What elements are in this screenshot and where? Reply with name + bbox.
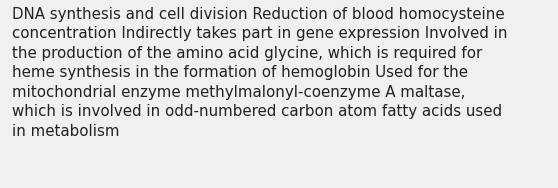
Text: DNA synthesis and cell division Reduction of blood homocysteine
concentration In: DNA synthesis and cell division Reductio…: [12, 7, 508, 139]
